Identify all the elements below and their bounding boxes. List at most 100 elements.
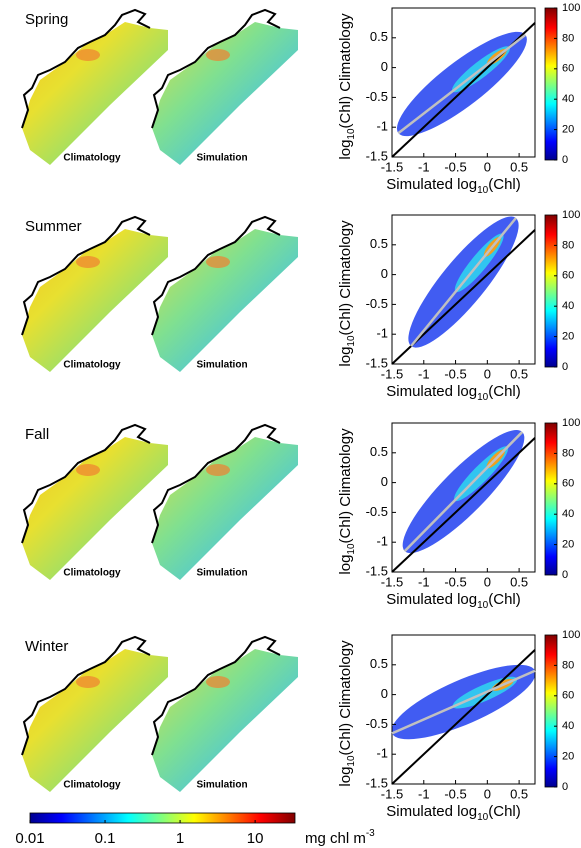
map-hotspot: [206, 49, 230, 61]
fit-line: [397, 33, 527, 135]
x-tick-label: 0.5: [510, 574, 528, 589]
x-axis-label-part: Simulated log: [386, 383, 477, 400]
y-tick-label: -1.5: [366, 148, 388, 163]
colorbar-tick-label: 100: [562, 417, 580, 429]
x-axis-label-part: 10: [477, 600, 489, 611]
colorbar-tick-label: 0: [562, 361, 568, 373]
x-tick-label: -1.5: [381, 574, 403, 589]
coastline: [21, 8, 151, 129]
y-tick-label: 0.5: [370, 236, 388, 251]
x-tick-label: -1: [418, 159, 430, 174]
colorbar-tick-label: 0: [562, 154, 568, 166]
map-hotspot: [76, 256, 100, 268]
y-axis-label-part: 10: [346, 755, 357, 767]
colorbar-tick-label: 60: [562, 478, 574, 490]
colorbar-tick-label: 20: [562, 331, 574, 343]
x-axis-label: Simulated log10(Chl): [386, 803, 521, 823]
x-tick-label: 0: [484, 366, 491, 381]
x-tick-label: -0.5: [444, 366, 466, 381]
y-axis-label: log10(Chl) Climatology: [337, 13, 357, 160]
identity-line: [391, 437, 536, 573]
y-tick-label: -1: [376, 746, 388, 761]
y-axis-label-part: (Chl) Climatology: [337, 220, 354, 336]
y-axis-label-part: log: [337, 140, 354, 160]
fit-line: [410, 217, 517, 347]
map-hotspot: [206, 464, 230, 476]
colorbar-tick-label: 20: [562, 539, 574, 551]
map-label: Simulation: [196, 153, 247, 164]
y-axis-label-part: 10: [346, 335, 357, 347]
x-axis-label-part: 10: [477, 812, 489, 823]
colorbar-unit: mg chl m-3: [305, 828, 375, 847]
colorbar-tick-label: 60: [562, 690, 574, 702]
y-tick-label: -1: [376, 326, 388, 341]
plot-frame: [391, 634, 536, 785]
coastline: [151, 215, 281, 336]
x-tick-label: -1.5: [381, 159, 403, 174]
y-tick-label: -1.5: [366, 563, 388, 578]
y-axis-label-part: log: [337, 347, 354, 367]
map-label: Climatology: [63, 780, 121, 791]
map-region: [22, 22, 168, 165]
y-tick-label: -1.5: [366, 355, 388, 370]
x-tick-label: -1.5: [381, 786, 403, 801]
colorbar: [544, 7, 558, 161]
concentration-colorbar: [29, 812, 296, 824]
colorbar-tick-label: 60: [562, 270, 574, 282]
map-hotspot: [76, 676, 100, 688]
colorbar-unit-part: mg chl m: [305, 830, 366, 847]
colorbar-unit-part: -3: [366, 828, 375, 839]
map-hotspot: [76, 49, 100, 61]
x-axis-label-part: Simulated log: [386, 591, 477, 608]
y-tick-label: 0: [381, 266, 388, 281]
x-tick-label: 0: [484, 786, 491, 801]
map-label: Simulation: [196, 780, 247, 791]
map-region: [22, 649, 168, 792]
map-label: Simulation: [196, 568, 247, 579]
plot-frame: [391, 422, 536, 573]
x-tick-label: 0.5: [510, 159, 528, 174]
fit-line: [391, 669, 536, 735]
colorbar-tick-label: 40: [562, 508, 574, 520]
map-region: [22, 437, 168, 580]
y-tick-label: -1.5: [366, 775, 388, 790]
map-label: Climatology: [63, 360, 121, 371]
colorbar-tick-label: 100: [562, 2, 580, 14]
colorbar-tick-label: 0.1: [95, 830, 116, 847]
coastline: [21, 635, 151, 756]
colorbar-tick-label: 40: [562, 720, 574, 732]
x-tick-label: -1: [418, 786, 430, 801]
map-region: [152, 22, 298, 165]
x-axis-label-part: (Chl): [488, 591, 521, 608]
map-region: [152, 649, 298, 792]
colorbar: [544, 422, 558, 576]
map-label: Simulation: [196, 360, 247, 371]
colorbar-tick-label: 0: [562, 781, 568, 793]
x-axis-label-part: 10: [477, 185, 489, 196]
colorbar: [544, 214, 558, 368]
y-tick-label: 0.5: [370, 656, 388, 671]
map-label: Climatology: [63, 568, 121, 579]
colorbar-tick-label: 100: [562, 209, 580, 221]
colorbar-tick-label: 60: [562, 63, 574, 75]
x-tick-label: 0: [484, 574, 491, 589]
map-hotspot: [206, 676, 230, 688]
coastline: [151, 8, 281, 129]
colorbar-tick-label: 20: [562, 751, 574, 763]
colorbar-tick-label: 80: [562, 239, 574, 251]
plot-frame: [391, 7, 536, 158]
y-tick-label: 0: [381, 474, 388, 489]
season-title: Spring: [25, 11, 68, 28]
identity-line: [391, 649, 536, 785]
colorbar-tick-label: 80: [562, 659, 574, 671]
colorbar-tick-label: 0.01: [15, 830, 44, 847]
y-tick-label: -0.5: [366, 504, 388, 519]
map-region: [152, 437, 298, 580]
y-tick-label: -1: [376, 534, 388, 549]
x-axis-label-part: (Chl): [488, 176, 521, 193]
coastline: [151, 635, 281, 756]
colorbar-tick-label: 80: [562, 32, 574, 44]
x-tick-label: 0.5: [510, 366, 528, 381]
colorbar-tick-label: 80: [562, 447, 574, 459]
map-region: [22, 229, 168, 372]
